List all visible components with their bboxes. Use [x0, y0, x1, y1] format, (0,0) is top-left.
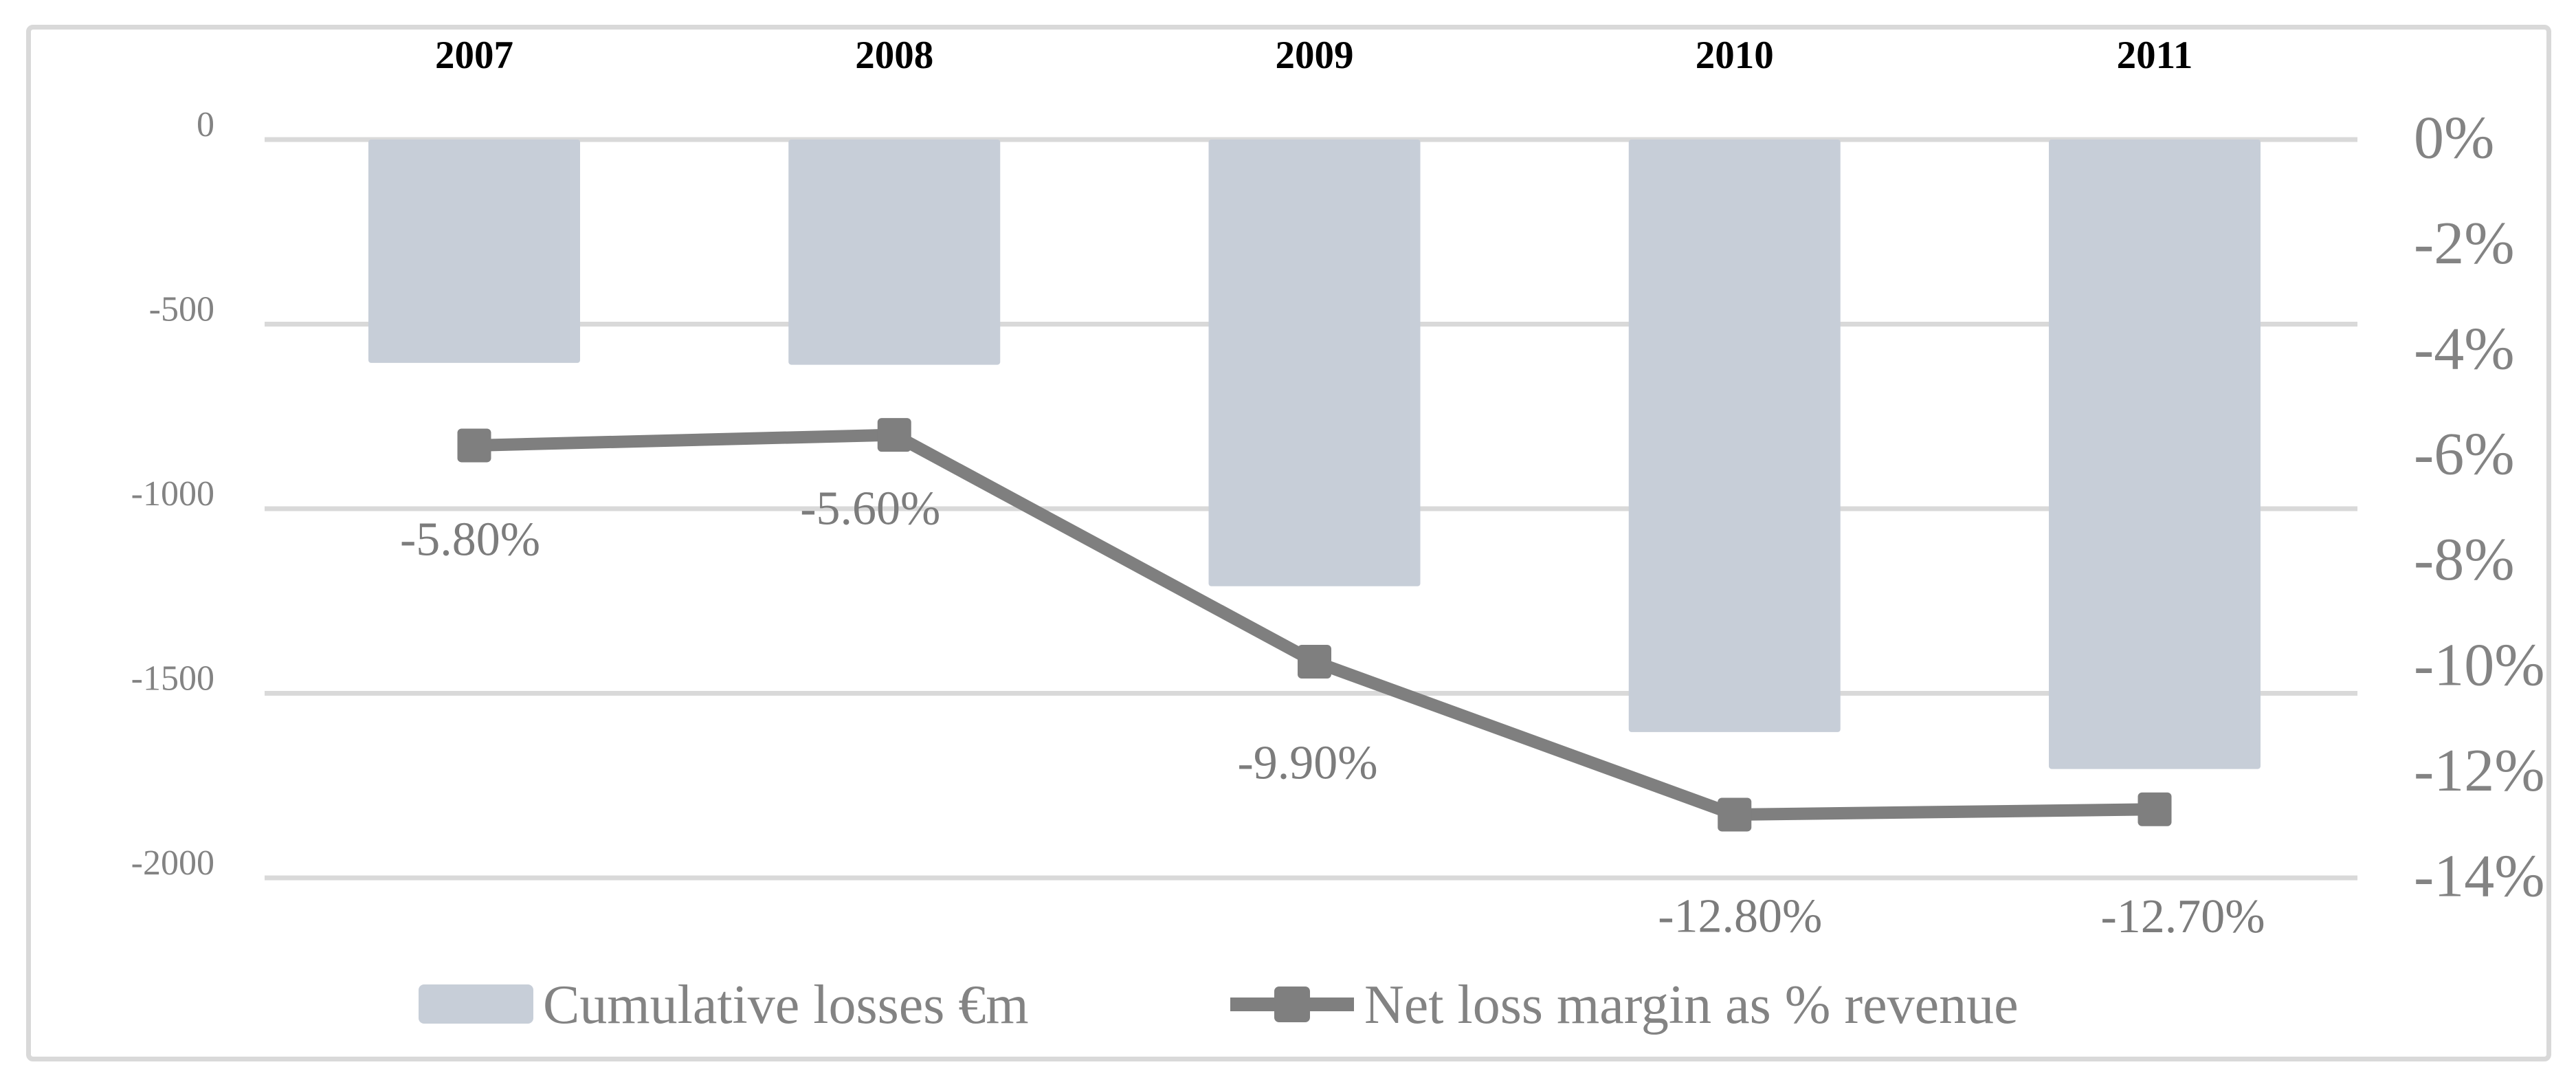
- bar-2010: [1628, 140, 1841, 732]
- legend-line-marker-icon: [1274, 987, 1310, 1022]
- marker-2007: [457, 428, 491, 463]
- tick-right--2%: -2%: [2414, 210, 2515, 277]
- year-label-2007: 2007: [435, 34, 513, 77]
- tick-left--1500: -1500: [131, 659, 214, 698]
- tick-right--4%: -4%: [2414, 316, 2515, 382]
- legend: Cumulative losses €m Net loss margin as …: [0, 975, 2576, 1035]
- marker-2008: [877, 418, 911, 452]
- year-label-2008: 2008: [855, 34, 933, 77]
- tick-right--8%: -8%: [2414, 527, 2515, 593]
- tick-right-0%: 0%: [2414, 104, 2494, 171]
- bar-2011: [2049, 140, 2261, 769]
- data-label-2011: -12.70%: [2100, 890, 2265, 943]
- legend-label-net-loss-margin: Net loss margin as % revenue: [1364, 975, 2019, 1035]
- tick-right--12%: -12%: [2414, 738, 2545, 804]
- tick-right--14%: -14%: [2414, 843, 2545, 910]
- data-label-2008: -5.60%: [800, 482, 940, 535]
- tick-left--500: -500: [149, 290, 214, 329]
- tick-right--6%: -6%: [2414, 421, 2515, 488]
- data-label-2010: -12.80%: [1658, 890, 1822, 943]
- marker-2011: [2138, 792, 2172, 826]
- data-label-2009: -9.90%: [1237, 736, 1377, 789]
- tick-left--2000: -2000: [131, 844, 214, 883]
- legend-bar-swatch: [419, 984, 533, 1024]
- legend-label-cumulative-losses: Cumulative losses €m: [543, 975, 1029, 1035]
- bar-2008: [788, 140, 1001, 365]
- tick-left--1000: -1000: [131, 474, 214, 514]
- bar-2009: [1208, 140, 1421, 586]
- marker-2009: [1298, 644, 1331, 679]
- year-label-2011: 2011: [2117, 34, 2193, 77]
- data-label-2007: -5.80%: [400, 514, 540, 566]
- bar-2007: [368, 140, 580, 363]
- marker-2010: [1718, 797, 1752, 832]
- tick-left-0: 0: [197, 105, 214, 144]
- year-label-2010: 2010: [1696, 34, 1774, 77]
- chart-border: [26, 25, 2551, 1061]
- year-label-2009: 2009: [1276, 34, 1354, 77]
- tick-right--10%: -10%: [2414, 632, 2545, 699]
